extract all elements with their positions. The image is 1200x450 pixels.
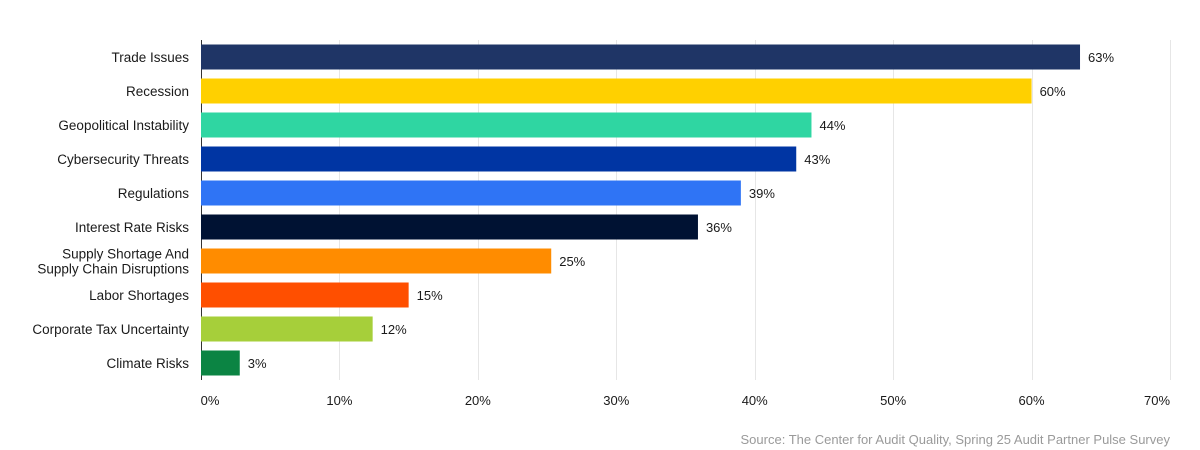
category-label: Climate Risks [106,356,189,371]
data-label: 3% [248,356,267,371]
x-tick-label: 50% [880,393,906,408]
x-tick-label: 30% [603,393,629,408]
bar-chart: Trade Issues Recession Geopolitical Instab… [32,40,1171,408]
x-tick-label: 60% [1019,393,1045,408]
bar [201,282,409,308]
data-label: 39% [749,186,775,201]
x-axis-ticks: 0% 10% 20% 30% 40% 50% 60% 70% [201,393,1171,408]
data-label: 36% [706,220,732,235]
data-label: 63% [1088,50,1114,65]
bars [201,44,1081,376]
data-label: 44% [819,118,845,133]
category-label: Geopolitical Instability [58,118,189,133]
data-label: 43% [804,152,830,167]
data-label: 25% [559,254,585,269]
bar [201,180,741,206]
bar [201,78,1032,104]
data-label: 12% [381,322,407,337]
bar [201,248,552,274]
x-tick-label: 40% [742,393,768,408]
bar [201,214,698,240]
category-labels: Trade Issues Recession Geopolitical Instab… [32,50,189,371]
bar [201,316,373,342]
x-tick-label: 70% [1144,393,1170,408]
bar [201,112,812,138]
data-label: 15% [417,288,443,303]
category-label: Recession [126,84,189,99]
value-labels: 63% 60% 44% 43% 39% 36% 25% 15% 12% 3% [248,50,1115,371]
x-tick-label: 20% [465,393,491,408]
source-note: Source: The Center for Audit Quality, Sp… [740,432,1170,447]
category-label: Interest Rate Risks [75,220,189,235]
category-label: Regulations [118,186,190,201]
bar [201,146,797,172]
category-label: Supply Shortage And Supply Chain Disrupti… [37,247,189,277]
x-tick-label: 0% [201,393,220,408]
category-label: Cybersecurity Threats [57,152,189,167]
bar [201,350,240,376]
x-tick-label: 10% [326,393,352,408]
category-label: Corporate Tax Uncertainty [32,322,189,337]
bar [201,44,1081,70]
data-label: 60% [1040,84,1066,99]
category-label: Trade Issues [111,50,189,65]
category-label: Labor Shortages [89,288,189,303]
